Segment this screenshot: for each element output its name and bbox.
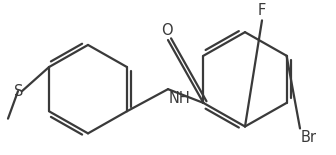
- Text: Br: Br: [301, 130, 317, 145]
- Text: NH: NH: [169, 91, 191, 106]
- Text: S: S: [14, 84, 23, 99]
- Text: O: O: [161, 23, 173, 38]
- Text: F: F: [258, 3, 266, 18]
